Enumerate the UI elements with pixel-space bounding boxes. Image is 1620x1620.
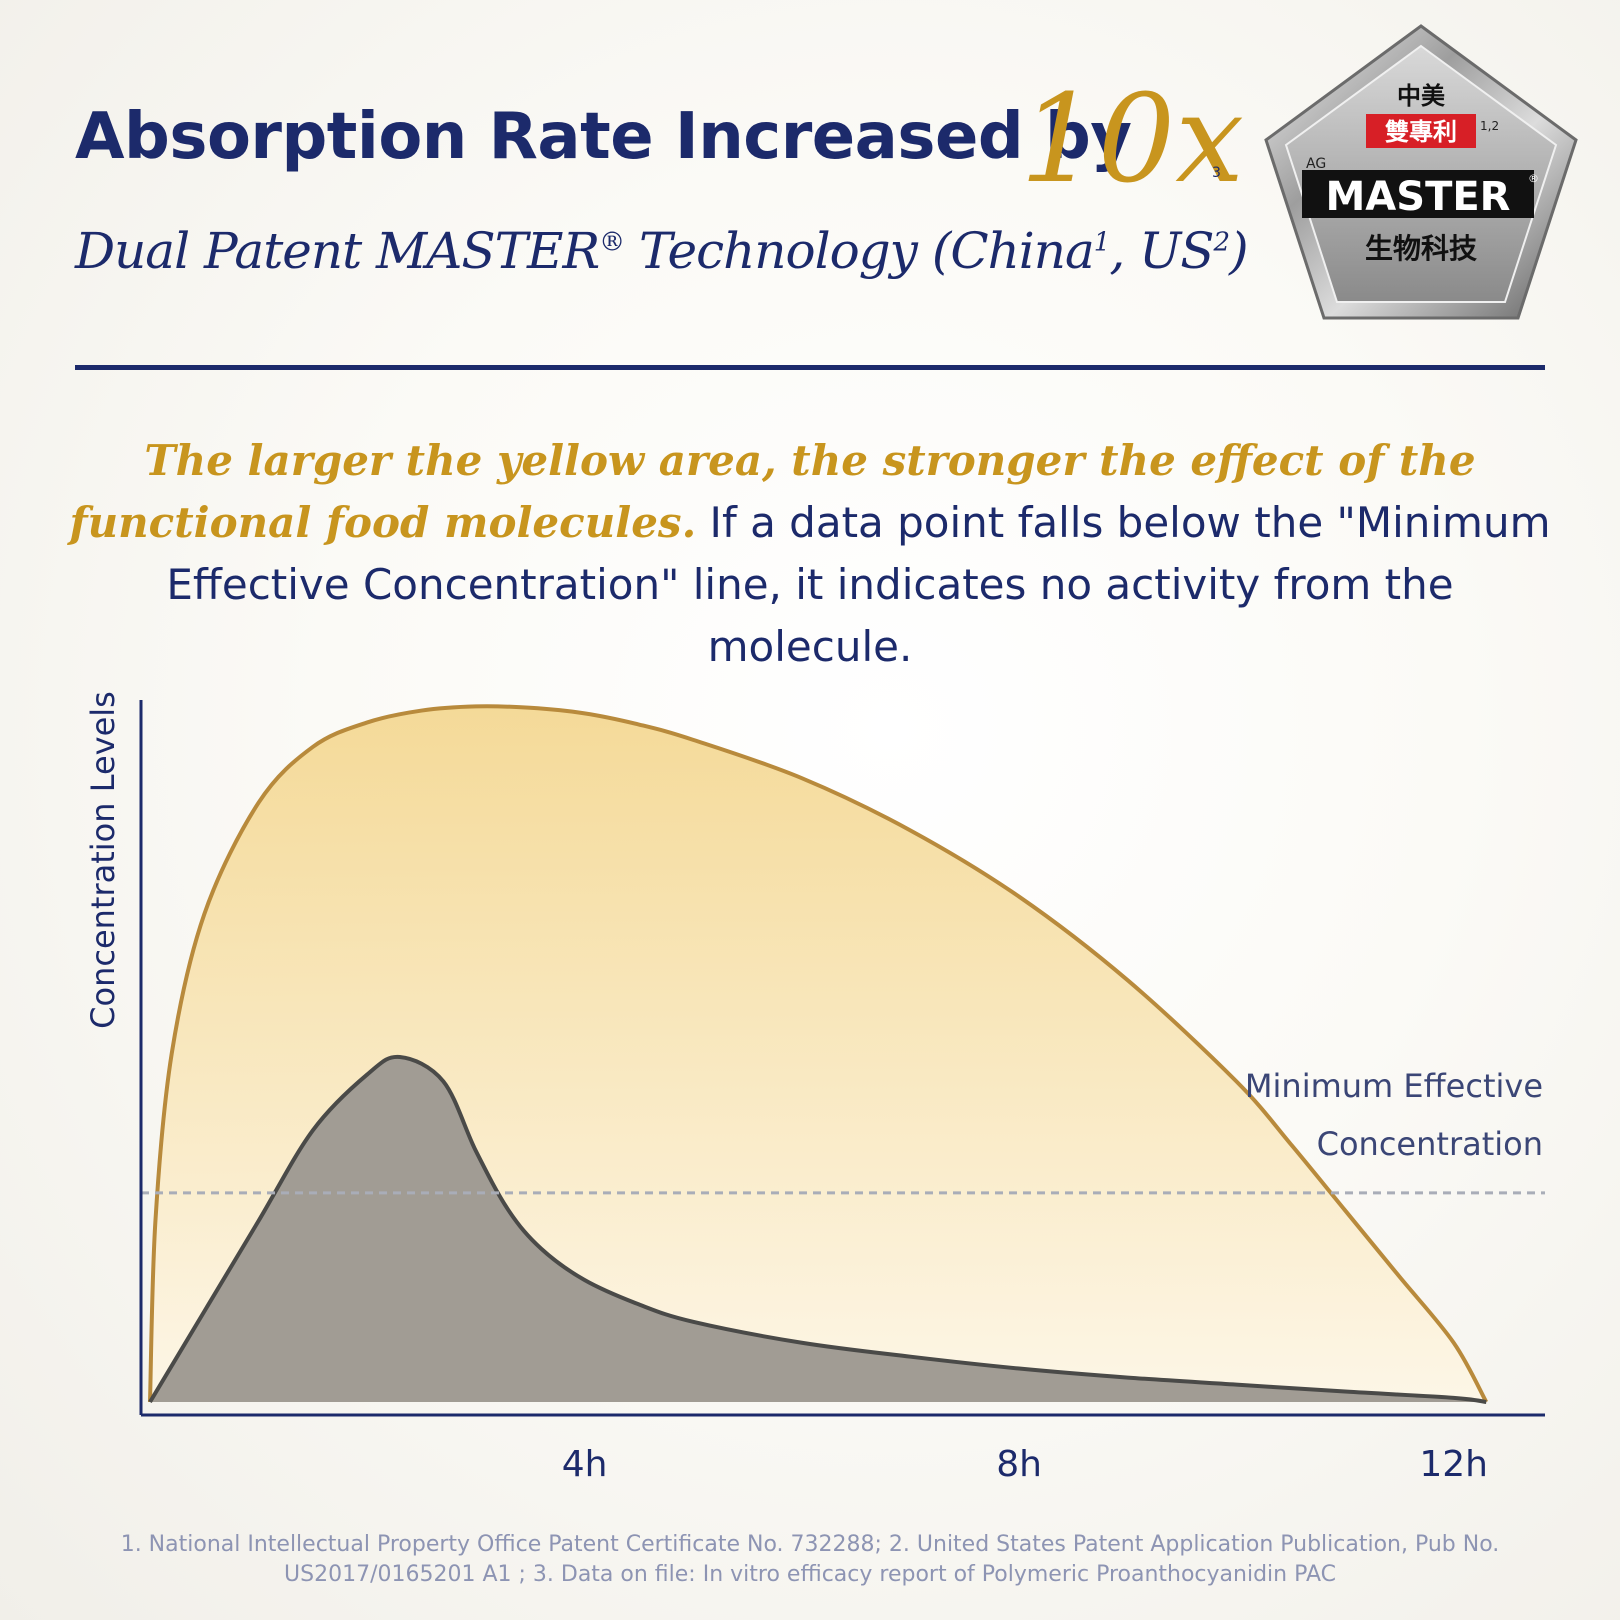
subtitle-footnote-2: 2: [1213, 227, 1231, 258]
description-highlight: The larger the yellow area, the stronger…: [69, 436, 1476, 547]
x-tick-label: 12h: [1419, 1444, 1488, 1485]
y-axis-label: Concentration Levels: [84, 691, 122, 1029]
footnote-line-2: US2017/0165201 A1 ; 3. Data on file: In …: [284, 1562, 1336, 1587]
subtitle-registered-mark: ®: [599, 227, 625, 258]
header-divider: [75, 365, 1545, 370]
badge-red-band: [1366, 114, 1476, 148]
chart-description: The larger the yellow area, the stronger…: [60, 430, 1560, 678]
badge-superscript: 1,2: [1480, 119, 1499, 133]
page-title: Absorption Rate Increased by: [75, 100, 1132, 174]
subtitle-prefix: Dual Patent MASTER: [75, 222, 600, 280]
subtitle-footnote-1: 1: [1093, 227, 1111, 258]
subtitle-separator: , US: [1109, 222, 1214, 280]
threshold-label-line2: Concentration: [1317, 1125, 1543, 1163]
multiplier-footnote-ref: 3: [1212, 165, 1221, 181]
badge-line4: 生物科技: [1365, 232, 1477, 265]
subtitle-end: ): [1229, 222, 1248, 280]
badge-black-band: [1302, 170, 1534, 218]
footnote-line-1: 1. National Intellectual Property Office…: [120, 1532, 1500, 1557]
threshold-label-line1: Minimum Effective: [1245, 1067, 1543, 1105]
footnotes: 1. National Intellectual Property Office…: [60, 1530, 1560, 1590]
x-tick-label: 4h: [562, 1444, 608, 1485]
badge-line2: 雙專利: [1385, 118, 1457, 146]
series-2-line: [148, 1054, 1487, 1404]
multiplier-text: 10x: [1020, 68, 1245, 210]
badge-registered-mark: ®: [1528, 172, 1539, 185]
badge-line1: 中美: [1397, 82, 1445, 110]
ag-master-badge-logo: 中美 雙專利 1,2 AG MASTER ® 生物科技: [1264, 24, 1578, 320]
page-subtitle: Dual Patent MASTER® Technology (China1, …: [75, 222, 1249, 280]
badge-ag-label: AG: [1306, 156, 1326, 172]
x-tick-label: 8h: [996, 1444, 1042, 1485]
subtitle-mid: Technology (China: [624, 222, 1095, 280]
badge-brand: MASTER: [1326, 174, 1511, 220]
description-text: If a data point falls below the "Minimum…: [166, 498, 1551, 671]
series-2-area: [150, 1056, 1487, 1402]
series-1-line: [148, 704, 1489, 1403]
